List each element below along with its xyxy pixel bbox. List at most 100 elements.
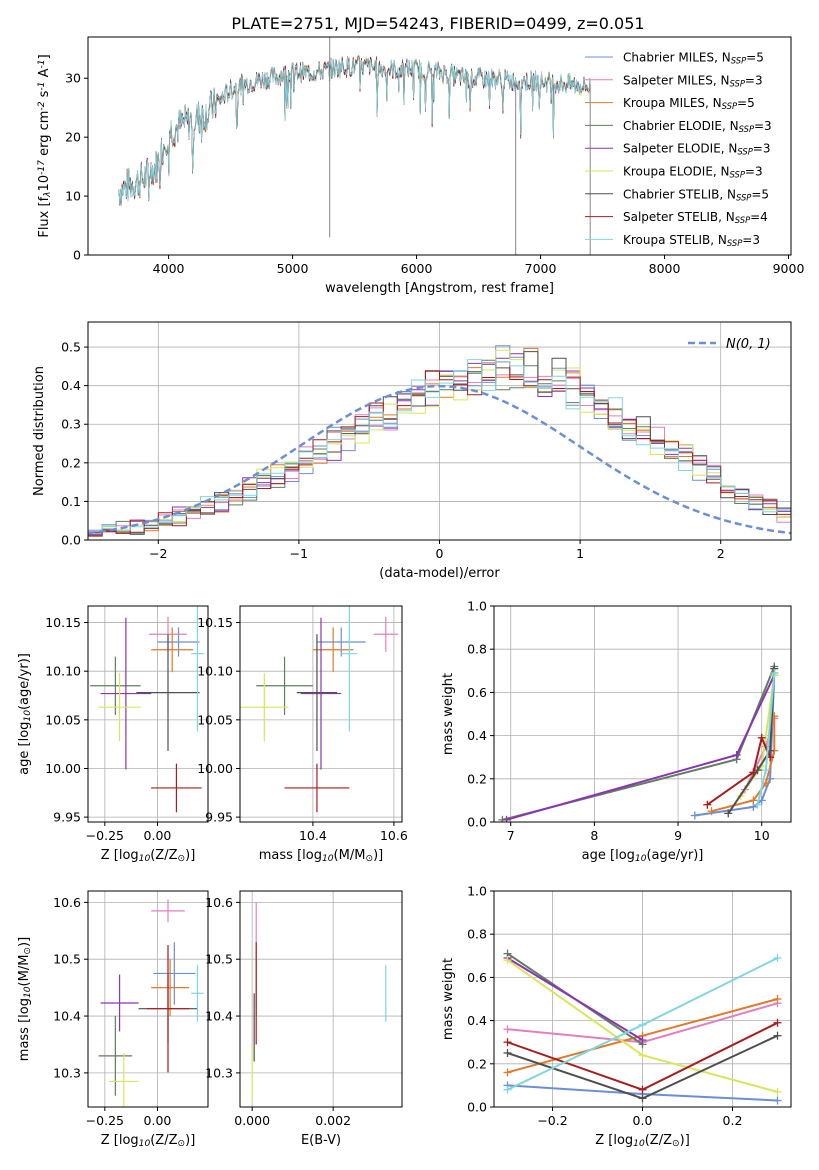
data-point xyxy=(100,974,139,1032)
mass-vs-metallicity-panel: −0.25 0.00 10.3 10.4 10.5 10.6 Z [log10(Z/Z⊙)]… xyxy=(17,890,209,1149)
y-tick-label: 0.8 xyxy=(467,927,487,942)
x-axis-label: Z [log10(Z/Z⊙)] xyxy=(595,1133,690,1149)
y-axis-label: Normed distribution xyxy=(32,366,47,496)
legend-entry: Salpeter STELIB, NSSP=4 xyxy=(623,210,768,225)
y-tick-label: 0.0 xyxy=(61,533,81,548)
series-marker xyxy=(773,953,782,962)
x-axis-label: age [log10(age/yr)] xyxy=(582,848,704,864)
plot-area xyxy=(498,662,779,822)
plot-area xyxy=(118,37,591,255)
y-axis-label: mass weight xyxy=(441,673,456,755)
y-tick-label: 10.6 xyxy=(53,895,81,910)
y-tick-label: 10.05 xyxy=(197,712,233,727)
y-tick-label: 0.4 xyxy=(61,378,81,393)
series-marker xyxy=(749,768,758,777)
y-tick-label: 10.15 xyxy=(45,615,81,630)
x-tick-label: 5000 xyxy=(277,261,309,276)
axes-frame xyxy=(87,36,792,256)
legend-entry: Chabrier MILES, NSSP=5 xyxy=(623,51,764,66)
series-marker xyxy=(502,815,511,822)
legend-entry: Kroupa STELIB, NSSP=3 xyxy=(623,233,760,248)
y-tick-label: 1.0 xyxy=(467,599,487,614)
series-marker xyxy=(773,1018,782,1027)
x-axis-label: Z [log10(Z/Z⊙)] xyxy=(101,848,196,864)
y-tick-label: 0.8 xyxy=(467,642,487,657)
data-point xyxy=(256,656,313,715)
y-tick-label: 0.5 xyxy=(61,340,81,355)
x-tick-label: 4000 xyxy=(153,261,185,276)
y-tick-label: 10 xyxy=(65,189,81,204)
data-point xyxy=(98,673,141,742)
x-tick-label: −0.25 xyxy=(86,1113,124,1128)
x-tick-label: 8000 xyxy=(649,261,681,276)
series-marker xyxy=(770,668,779,677)
series-marker xyxy=(638,1036,647,1045)
data-point xyxy=(191,606,204,732)
axes-frame xyxy=(87,890,209,1108)
data-point xyxy=(157,627,200,657)
age-vs-mass-panel: 10.4 10.6 9.95 10.00 10.05 10.10 10.15 mass [lo… xyxy=(197,605,408,864)
y-tick-label: 0.1 xyxy=(61,494,81,509)
y-tick-label: 10.3 xyxy=(53,1065,81,1080)
histogram-step xyxy=(88,359,791,531)
y-tick-label: 10.00 xyxy=(197,761,233,776)
y-tick-label: 0.3 xyxy=(61,417,81,432)
x-tick-label: 10.4 xyxy=(299,828,327,843)
axes-frame xyxy=(87,605,209,823)
plot-area xyxy=(90,606,204,813)
series-marker xyxy=(773,1096,782,1105)
y-tick-label: 10.6 xyxy=(205,895,233,910)
series-marker xyxy=(638,1051,647,1060)
series-marker xyxy=(732,751,741,760)
series-marker xyxy=(503,1049,512,1057)
residual-histogram-panel: N(0, 1) −2 −1 0 1 2 0.0 0.1 0.2 0.3 0.4 0.5 (data-mo… xyxy=(32,321,792,581)
x-tick-label: 9000 xyxy=(773,261,805,276)
legend-entry: Kroupa MILES, NSSP=5 xyxy=(623,96,755,111)
data-point xyxy=(136,634,200,751)
y-tick-label: 10.05 xyxy=(45,712,81,727)
x-tick-label: −1 xyxy=(290,546,308,561)
series-marker xyxy=(773,995,782,1003)
y-axis-label: age [log10(age/yr)] xyxy=(17,653,33,775)
data-point xyxy=(240,673,289,742)
x-tick-label: 2 xyxy=(717,546,725,561)
plot-area xyxy=(503,949,782,1105)
y-tick-label: 0.4 xyxy=(467,728,487,743)
spectrum-line xyxy=(118,55,591,206)
y-tick-label: 0.6 xyxy=(467,970,487,985)
y-tick-label: 0.2 xyxy=(61,455,81,470)
y-tick-label: 30 xyxy=(65,71,81,86)
figure-title: PLATE=2751, MJD=54243, FIBERID=0499, z=0… xyxy=(231,14,644,33)
y-tick-label: 0.0 xyxy=(467,815,487,830)
data-point xyxy=(151,899,185,923)
x-tick-label: 10 xyxy=(754,828,770,843)
y-tick-label: 10.00 xyxy=(45,761,81,776)
data-point xyxy=(191,964,204,1022)
series-line xyxy=(502,666,776,821)
series-marker xyxy=(761,766,770,775)
series-line xyxy=(506,957,644,1041)
mass-weight-vs-metallicity-panel: −0.2 0.0 0.2 0.0 0.2 0.4 0.6 0.8 1.0 Z [log10(Z/Z… xyxy=(441,884,792,1149)
plot-area xyxy=(88,345,791,537)
data-point xyxy=(284,763,350,813)
spectrum-line xyxy=(118,56,591,206)
x-tick-label: 0.000 xyxy=(234,1113,270,1128)
normal-curve xyxy=(88,384,791,535)
y-tick-label: 0.0 xyxy=(467,1100,487,1115)
x-tick-label: 6000 xyxy=(401,261,433,276)
x-tick-label: −0.2 xyxy=(537,1113,567,1128)
series-marker xyxy=(724,809,733,818)
series-line xyxy=(727,668,776,814)
y-tick-label: 1.0 xyxy=(467,884,487,899)
x-tick-label: 0.2 xyxy=(723,1113,743,1128)
data-point xyxy=(146,945,190,1073)
series-marker xyxy=(503,1068,512,1077)
legend-entry: Kroupa ELODIE, NSSP=3 xyxy=(623,165,763,180)
x-tick-label: 0.002 xyxy=(315,1113,351,1128)
series-marker xyxy=(757,733,766,742)
y-tick-label: 10.4 xyxy=(53,1009,81,1024)
y-axis-label: mass [log10(M/M⊙)] xyxy=(17,937,33,1061)
series-marker xyxy=(503,1085,512,1094)
series-marker xyxy=(638,1020,647,1029)
x-tick-label: 9 xyxy=(674,828,682,843)
